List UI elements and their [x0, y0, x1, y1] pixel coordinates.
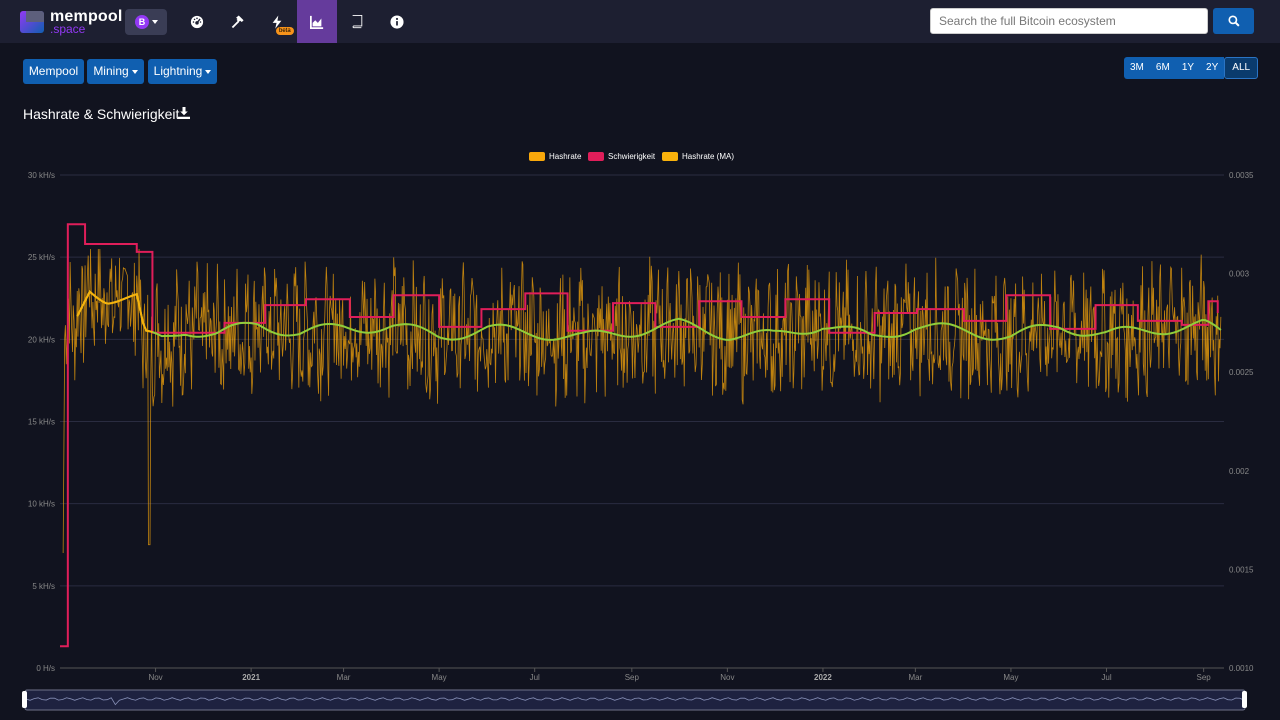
chart-area-icon [310, 15, 324, 29]
y-right-tick-label: 0.0015 [1229, 565, 1254, 574]
y-right-tick-label: 0.003 [1229, 270, 1250, 279]
legend-swatch [529, 152, 545, 161]
range-2y[interactable]: 2Y [1200, 57, 1225, 79]
logo-text: mempool [50, 8, 123, 25]
mempool-menu-button[interactable]: Mempool [23, 59, 84, 84]
zoom-slider[interactable] [22, 689, 1247, 711]
caret-down-icon [131, 69, 138, 74]
legend-label: Schwierigkeit [608, 152, 656, 161]
y-right-tick-label: 0.0025 [1229, 368, 1254, 377]
search-button[interactable] [1213, 8, 1254, 34]
search-icon [1227, 15, 1240, 27]
range-all[interactable]: ALL [1224, 57, 1259, 79]
x-tick-label: May [1003, 673, 1018, 682]
nav-docs[interactable] [337, 0, 377, 43]
y-axis-left: 0 H/s 5 kH/s 10 kH/s 15 kH/s 20 kH/s 25 kH/s 3… [28, 171, 55, 673]
hashrate-ma-line-head [76, 289, 153, 334]
y-left-tick-label: 5 kH/s [32, 582, 55, 591]
info-icon [390, 14, 404, 29]
x-tick-label: Mar [337, 673, 351, 682]
x-tick-label: Nov [148, 673, 162, 682]
legend-label: Hashrate (MA) [682, 152, 734, 161]
chart-grid [60, 174, 1224, 669]
y-right-tick-label: 0.0035 [1229, 171, 1254, 180]
x-tick-label: 2022 [814, 673, 832, 682]
zoom-handle-right [1242, 691, 1247, 708]
nav-lightning[interactable] [257, 0, 297, 43]
bitcoin-icon: B [135, 15, 149, 29]
range-6m[interactable]: 6M [1149, 57, 1176, 79]
x-tick-label: Jul [1101, 673, 1111, 682]
y-left-tick-label: 15 kH/s [28, 418, 55, 427]
x-tick-label: Sep [1197, 673, 1212, 682]
x-tick-label: 2021 [242, 673, 260, 682]
y-left-tick-label: 30 kH/s [28, 171, 55, 180]
x-tick-label: Mar [908, 673, 922, 682]
y-left-tick-label: 20 kH/s [28, 335, 55, 344]
y-left-tick-label: 10 kH/s [28, 500, 55, 509]
chart-series [60, 223, 1222, 648]
difficulty-line [60, 223, 1219, 648]
legend-swatch [588, 152, 604, 161]
logo-subtext: .space [50, 22, 86, 36]
nav-about[interactable] [377, 0, 417, 43]
mempool-menu-label: Mempool [28, 64, 79, 78]
nav-mining[interactable] [217, 0, 257, 43]
nav-graphs[interactable] [297, 0, 337, 43]
nav-dashboard[interactable] [177, 0, 217, 43]
x-tick-label: May [432, 673, 447, 682]
y-left-tick-label: 25 kH/s [28, 253, 55, 262]
mining-menu-button[interactable]: Mining [87, 59, 144, 84]
tachometer-icon [190, 15, 204, 28]
legend-label: Hashrate [549, 152, 582, 161]
caret-down-icon [205, 69, 212, 74]
y-axis-right: 0.0010 0.0015 0.002 0.0025 0.003 0.0035 [1229, 171, 1254, 673]
lightning-menu-button[interactable]: Lightning [148, 59, 217, 84]
legend-swatch [662, 152, 678, 161]
y-right-tick-label: 0.002 [1229, 467, 1250, 476]
y-left-tick-label: 0 H/s [36, 664, 55, 673]
x-tick-label: Sep [625, 673, 640, 682]
book-icon [352, 14, 363, 28]
y-right-tick-label: 0.0010 [1229, 664, 1254, 673]
time-range-selector: 3M 6M 1Y 2Y ALL [1124, 57, 1259, 79]
mining-menu-label: Mining [93, 64, 129, 78]
bolt-icon [272, 14, 282, 29]
range-3m[interactable]: 3M [1124, 57, 1150, 79]
x-tick-label: Nov [720, 673, 734, 682]
mempool-logo[interactable]: mempool .space [20, 8, 123, 36]
logo-mark-icon [20, 11, 44, 33]
zoom-slider-preview [25, 697, 1245, 706]
search-input[interactable] [930, 8, 1208, 34]
chevron-down-icon [152, 20, 158, 24]
chart-legend: Hashrate Schwierigkeit Hashrate (MA) [529, 152, 734, 161]
network-selector[interactable]: B [125, 9, 167, 35]
x-axis: Nov 2021 Mar May Jul Sep Nov 2022 Mar May Jul Sep [60, 667, 1224, 682]
hammer-icon [231, 14, 244, 28]
x-tick-label: Jul [530, 673, 540, 682]
beta-badge: beta [276, 27, 294, 35]
range-1y[interactable]: 1Y [1175, 57, 1201, 79]
hashrate-ma-line [76, 289, 1222, 341]
hashrate-line [62, 248, 1222, 553]
zoom-handle-left [22, 691, 27, 708]
download-icon[interactable] [178, 107, 190, 119]
lightning-menu-label: Lightning [153, 64, 203, 78]
hashrate-difficulty-chart[interactable]: Hashrate Schwierigkeit Hashrate (MA) 0 H/s… [0, 140, 1280, 720]
page-title: Hashrate & Schwierigkeit [23, 106, 180, 122]
top-navbar: mempool .space B beta [0, 0, 1280, 43]
